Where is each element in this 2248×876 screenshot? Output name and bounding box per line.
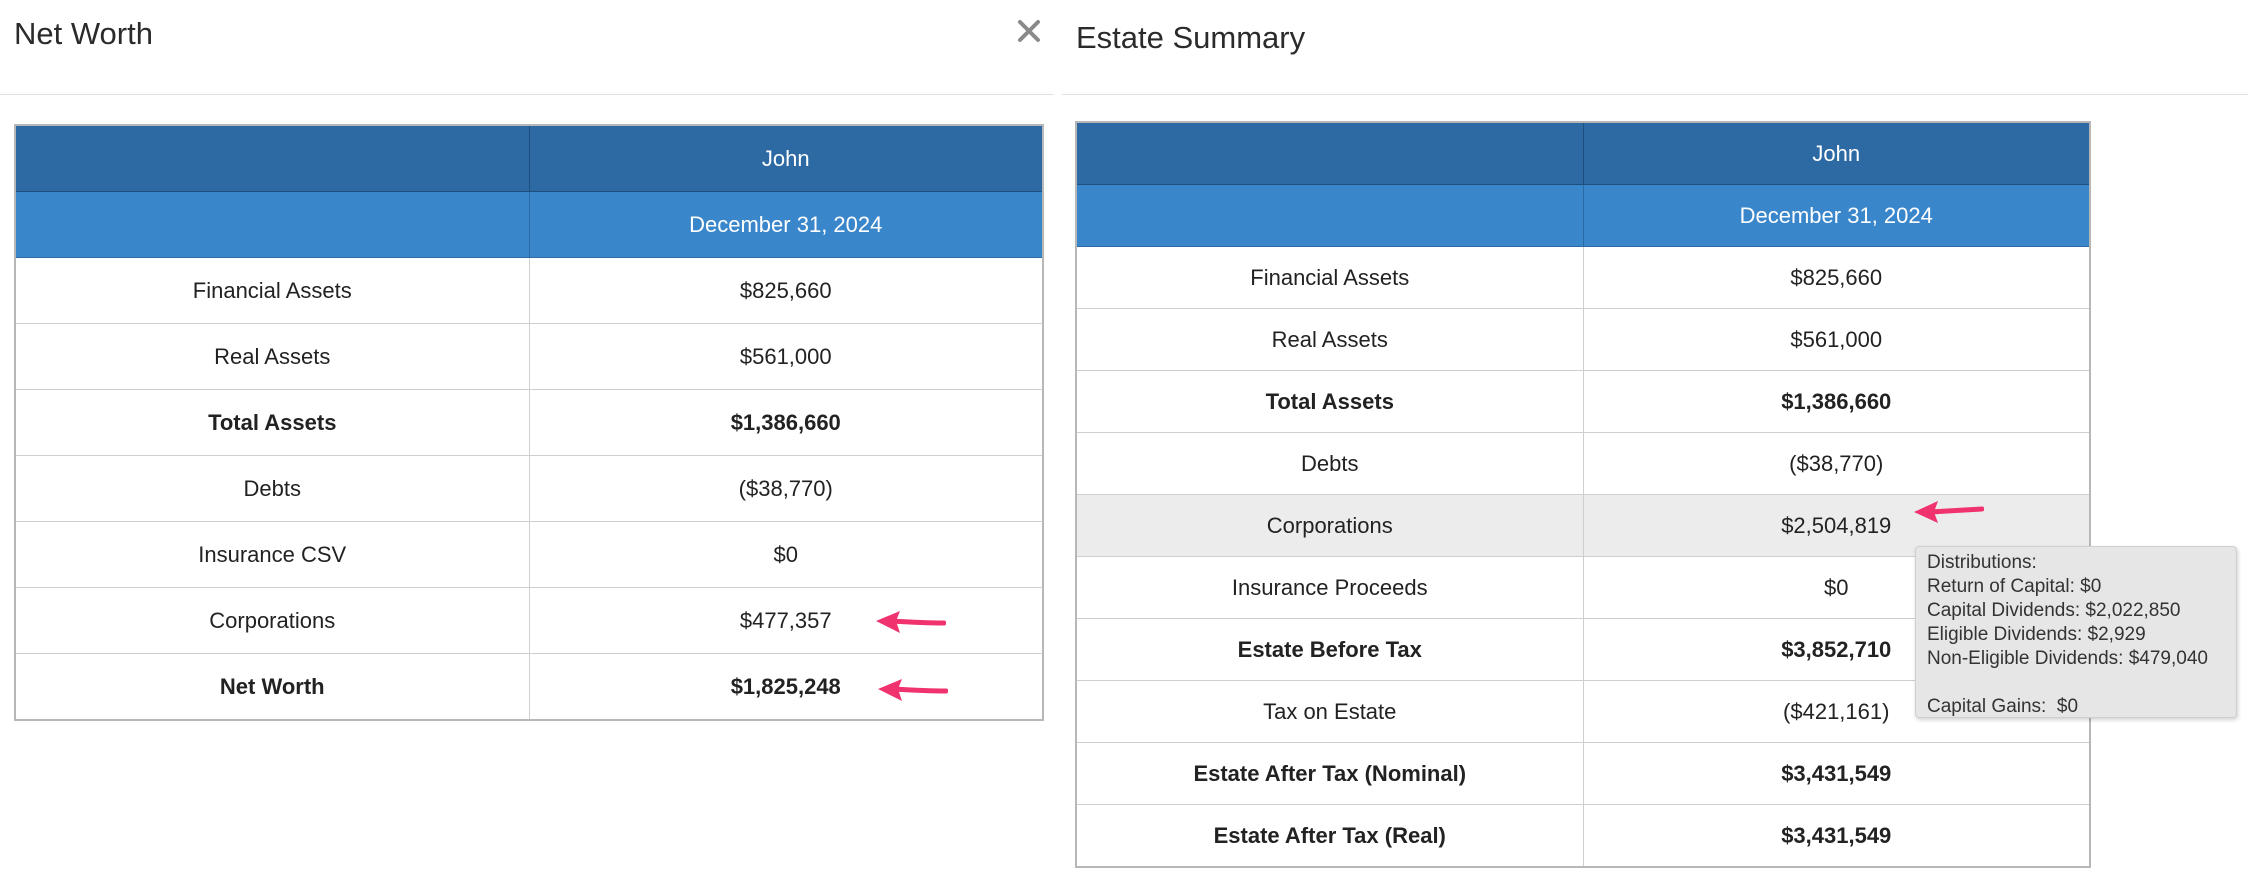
- row-label: Estate Before Tax: [1075, 618, 1584, 681]
- header-empty-cell: [1075, 184, 1584, 247]
- tooltip-line: Distributions:: [1927, 552, 2037, 573]
- row-label: Debts: [1075, 432, 1584, 495]
- row-value: $825,660: [528, 257, 1044, 324]
- row-label: Insurance Proceeds: [1075, 556, 1584, 619]
- table-row: Estate After Tax (Real) $3,431,549: [1075, 804, 2091, 868]
- table-row: Total Assets $1,386,660: [14, 389, 1044, 456]
- row-value: $3,431,549: [1582, 742, 2091, 805]
- row-label: Estate After Tax (Nominal): [1075, 742, 1584, 805]
- row-value: $1,825,248: [528, 653, 1044, 721]
- panel-divider: [0, 94, 1054, 95]
- header-empty-cell: [14, 191, 530, 258]
- table-row: Real Assets $561,000: [14, 323, 1044, 390]
- row-label: Real Assets: [14, 323, 530, 390]
- table-row: Financial Assets $825,660: [1075, 246, 2091, 309]
- arrow-left-icon: [1912, 497, 1984, 527]
- row-label: Real Assets: [1075, 308, 1584, 371]
- arrow-left-icon: [876, 675, 948, 705]
- row-value: $3,431,549: [1582, 804, 2091, 868]
- header-empty-cell: [14, 124, 530, 192]
- table-header-row: John: [14, 124, 1044, 192]
- table-row: Debts ($38,770): [1075, 432, 2091, 495]
- net-worth-title: Net Worth: [14, 16, 153, 51]
- header-date: December 31, 2024: [1582, 184, 2091, 247]
- row-label: Estate After Tax (Real): [1075, 804, 1584, 868]
- header-empty-cell: [1075, 121, 1584, 185]
- row-label: Insurance CSV: [14, 521, 530, 588]
- tooltip-line: Capital Gains: $0: [1927, 696, 2079, 717]
- row-value: $825,660: [1582, 246, 2091, 309]
- row-label: Corporations: [1075, 494, 1584, 557]
- tooltip-line: Non-Eligible Dividends: $479,040: [1927, 648, 2208, 669]
- table-row: Total Assets $1,386,660: [1075, 370, 2091, 433]
- net-worth-panel: Net Worth John December 31, 2024 Financi…: [0, 0, 1054, 876]
- tooltip-line: Eligible Dividends: $2,929: [1927, 624, 2146, 645]
- row-label: Net Worth: [14, 653, 530, 721]
- close-icon[interactable]: [1012, 14, 1046, 48]
- row-value: $1,386,660: [528, 389, 1044, 456]
- row-label: Financial Assets: [14, 257, 530, 324]
- table-row: Financial Assets $825,660: [14, 257, 1044, 324]
- estate-summary-title: Estate Summary: [1076, 20, 1306, 55]
- tooltip-spacer: [1927, 671, 2236, 695]
- table-date-row: December 31, 2024: [14, 191, 1044, 258]
- row-value: $477,357: [528, 587, 1044, 654]
- net-worth-table: John December 31, 2024 Financial Assets …: [14, 124, 1044, 721]
- row-label: Debts: [14, 455, 530, 522]
- row-label: Financial Assets: [1075, 246, 1584, 309]
- tooltip-line: Return of Capital: $0: [1927, 576, 2102, 597]
- table-row: Insurance CSV $0: [14, 521, 1044, 588]
- row-value: $561,000: [1582, 308, 2091, 371]
- row-value: ($38,770): [528, 455, 1044, 522]
- corporations-tooltip: Distributions: Return of Capital: $0 Cap…: [1915, 546, 2237, 718]
- header-date: December 31, 2024: [528, 191, 1044, 258]
- table-date-row: December 31, 2024: [1075, 184, 2091, 247]
- table-row: Net Worth $1,825,248: [14, 653, 1044, 721]
- table-row: Estate After Tax (Nominal) $3,431,549: [1075, 742, 2091, 805]
- row-label: Tax on Estate: [1075, 680, 1584, 743]
- arrow-left-icon: [874, 607, 946, 637]
- table-row: Corporations $477,357: [14, 587, 1044, 654]
- header-person-name: John: [528, 124, 1044, 192]
- tooltip-line: Capital Dividends: $2,022,850: [1927, 600, 2181, 621]
- estate-summary-panel: Estate Summary John December 31, 2024 Fi…: [1062, 0, 2248, 876]
- table-row: Real Assets $561,000: [1075, 308, 2091, 371]
- estate-summary-table: John December 31, 2024 Financial Assets …: [1075, 121, 2091, 868]
- row-value: $0: [528, 521, 1044, 588]
- table-row: Debts ($38,770): [14, 455, 1044, 522]
- table-header-row: John: [1075, 121, 2091, 185]
- row-value: $1,386,660: [1582, 370, 2091, 433]
- row-label: Total Assets: [1075, 370, 1584, 433]
- row-label: Total Assets: [14, 389, 530, 456]
- panel-divider: [1062, 94, 2248, 95]
- row-value: $561,000: [528, 323, 1044, 390]
- header-person-name: John: [1582, 121, 2091, 185]
- row-label: Corporations: [14, 587, 530, 654]
- row-value: ($38,770): [1582, 432, 2091, 495]
